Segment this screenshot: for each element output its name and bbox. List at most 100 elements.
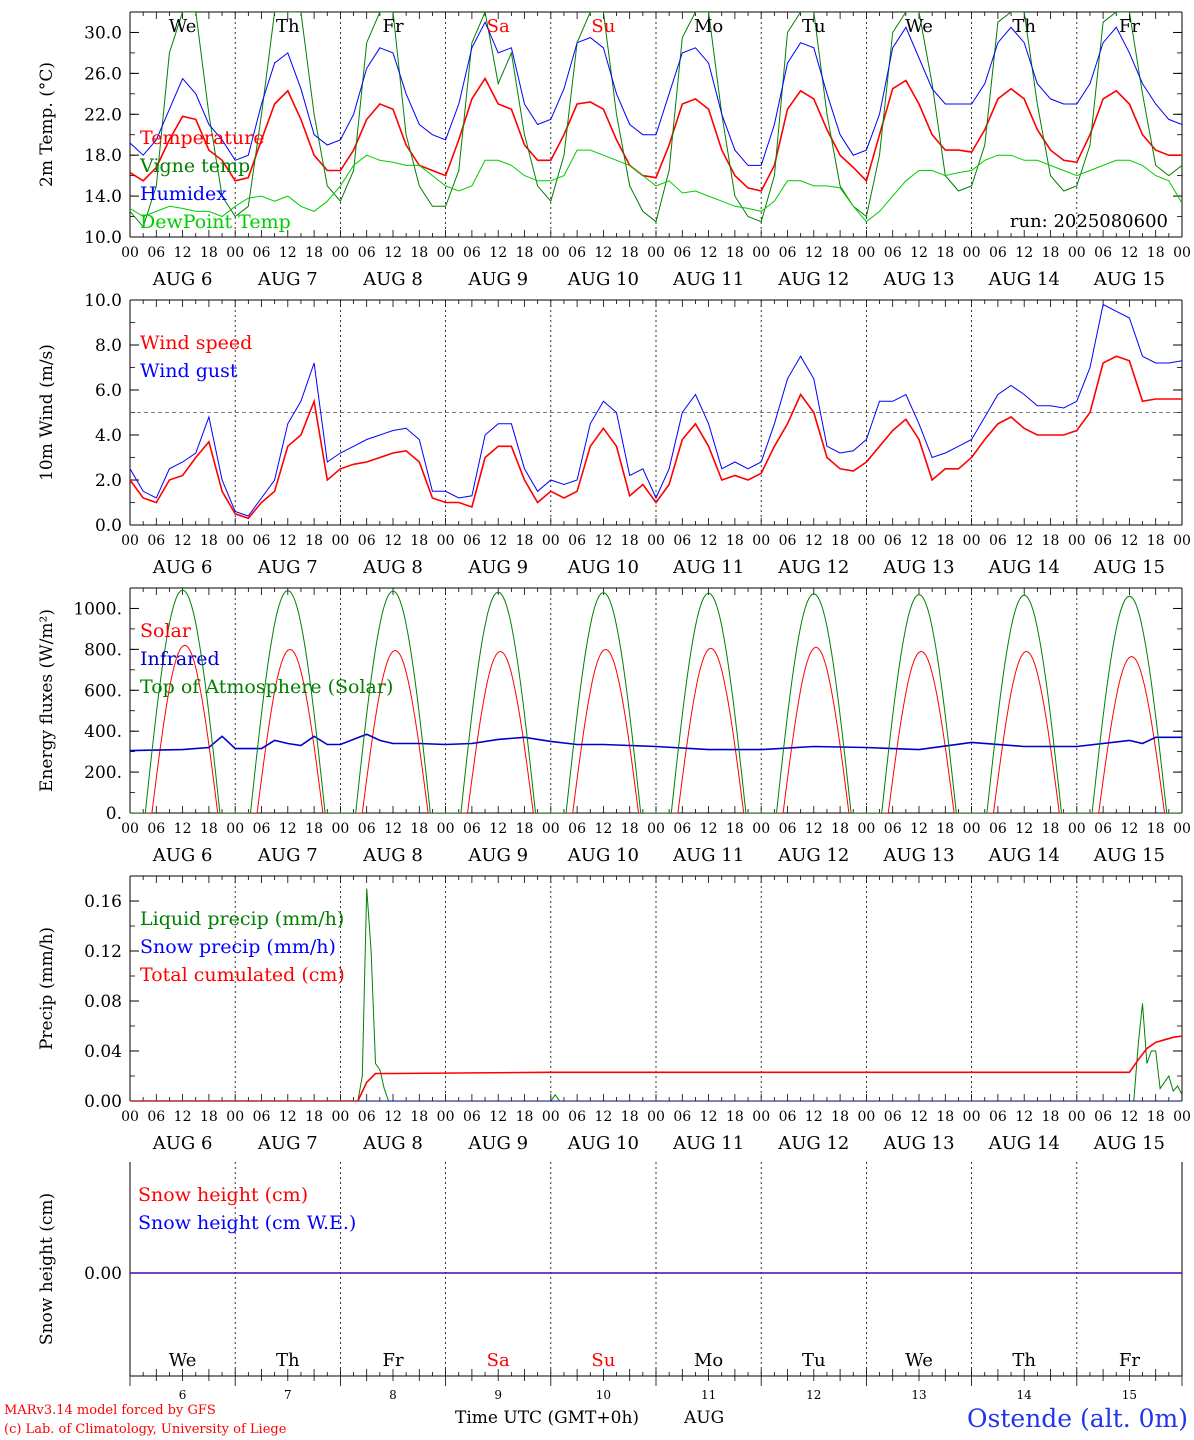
date-label: AUG 9 — [467, 269, 528, 290]
day-number-label: 11 — [701, 1388, 716, 1402]
legend-temperature: Temperature — [140, 127, 264, 149]
hour-tick-label: 18 — [936, 533, 954, 549]
hour-tick-label-end: 00 — [1173, 533, 1191, 549]
hour-tick-label: 06 — [463, 821, 481, 837]
hour-tick-label: 12 — [1015, 821, 1033, 837]
hour-tick-label: 12 — [174, 533, 192, 549]
day-number-label: 8 — [389, 1388, 397, 1402]
hour-tick-label: 18 — [516, 821, 534, 837]
hour-tick-label: 06 — [989, 821, 1007, 837]
hour-tick-label: 00 — [226, 1109, 244, 1125]
hour-tick-label: 18 — [200, 821, 218, 837]
hour-tick-label: 12 — [700, 533, 718, 549]
hour-tick-label: 06 — [463, 533, 481, 549]
hour-tick-label: 18 — [305, 245, 323, 261]
legend-infrared: Infrared — [140, 648, 220, 670]
hour-tick-label-end: 00 — [1173, 1109, 1191, 1125]
hour-tick-label: 12 — [805, 1109, 823, 1125]
hour-tick-label: 12 — [594, 533, 612, 549]
series-group — [130, 589, 1182, 813]
hour-tick-label: 12 — [384, 821, 402, 837]
date-label: AUG 10 — [567, 845, 639, 866]
weekday-label: Th — [1012, 16, 1036, 37]
y-tick-label: 6.0 — [95, 381, 122, 401]
date-label: AUG 12 — [777, 269, 849, 290]
hour-tick-label: 18 — [936, 1109, 954, 1125]
run-label: run: 2025080600 — [1010, 211, 1168, 232]
hour-tick-label: 06 — [568, 245, 586, 261]
hour-tick-label: 00 — [542, 245, 560, 261]
date-label: AUG 14 — [988, 269, 1060, 290]
hour-tick-label: 00 — [752, 821, 770, 837]
hour-tick-label: 00 — [1068, 1109, 1086, 1125]
weekday-label: Tu — [802, 16, 826, 37]
hour-tick-label: 18 — [516, 533, 534, 549]
hour-tick-label: 18 — [621, 821, 639, 837]
x-axis-label: Time UTC (GMT+0h) — [455, 1408, 639, 1428]
y-tick-label: 0.16 — [84, 892, 122, 912]
legend-snow_we: Snow height (cm W.E.) — [138, 1212, 356, 1234]
hour-tick-label: 00 — [331, 1109, 349, 1125]
hour-tick-label: 12 — [174, 1109, 192, 1125]
snow-panel-weekday: Fr — [1119, 1350, 1140, 1371]
date-label: AUG 13 — [882, 269, 954, 290]
hour-tick-label: 00 — [437, 821, 455, 837]
date-label: AUG 14 — [988, 1133, 1060, 1154]
series-line-toa — [130, 589, 1182, 813]
hour-tick-label: 00 — [226, 245, 244, 261]
hour-tick-label: 18 — [831, 245, 849, 261]
y-tick-label: 200. — [84, 763, 122, 783]
y-tick-label: 30.0 — [84, 23, 122, 43]
weekday-label: We — [169, 16, 197, 37]
hour-tick-label: 06 — [463, 1109, 481, 1125]
day-number-label: 14 — [1017, 1388, 1033, 1402]
hour-tick-label: 18 — [726, 245, 744, 261]
y-tick-label: 10.0 — [84, 228, 122, 248]
legend-vigne: Vigne temp — [139, 155, 250, 177]
hour-tick-label: 18 — [1147, 821, 1165, 837]
y-axis-title: 10m Wind (m/s) — [37, 344, 57, 481]
series-line-liquid — [130, 888, 1182, 1101]
date-label: AUG 10 — [567, 1133, 639, 1154]
hour-tick-label: 06 — [1094, 245, 1112, 261]
hour-tick-label: 12 — [594, 1109, 612, 1125]
hour-tick-label: 00 — [963, 821, 981, 837]
hour-tick-label: 12 — [594, 245, 612, 261]
legend-liquid: Liquid precip (mm/h) — [140, 908, 344, 930]
panel-2: 10.0 8.0 6.0 4.0 2.0 0.0 10m Wind (m/s) 00 06 12 1… — [37, 291, 1191, 578]
hour-tick-label: 18 — [831, 1109, 849, 1125]
y-tick-label: 4.0 — [95, 426, 122, 446]
panel-3: 1000. 800. 600. 400. 200. 0. Energy fluxes (W/… — [37, 587, 1191, 866]
y-axis-title: Precip (mm/h) — [37, 927, 57, 1050]
hour-tick-label: 12 — [805, 245, 823, 261]
hour-tick-label: 00 — [226, 533, 244, 549]
hour-tick-label: 00 — [121, 1109, 139, 1125]
date-label: AUG 15 — [1093, 269, 1165, 290]
series-line-dewpoint — [130, 149, 1182, 223]
legend-dewpoint: DewPoint Temp — [140, 211, 291, 233]
date-label: AUG 8 — [362, 269, 423, 290]
legend-toa: Top of Atmosphere (Solar) — [140, 676, 393, 698]
hour-tick-label: 18 — [726, 533, 744, 549]
hour-tick-label: 00 — [963, 245, 981, 261]
hour-tick-label: 18 — [1042, 1109, 1060, 1125]
hour-tick-label: 18 — [200, 533, 218, 549]
hour-tick-label: 06 — [989, 533, 1007, 549]
hour-tick-label: 18 — [726, 821, 744, 837]
y-tick-label: 0.04 — [84, 1042, 122, 1062]
hour-tick-label: 18 — [621, 1109, 639, 1125]
hour-tick-label: 06 — [1094, 821, 1112, 837]
hour-tick-label: 18 — [726, 1109, 744, 1125]
hour-tick-label: 06 — [253, 821, 271, 837]
y-tick-label: 18.0 — [84, 146, 122, 166]
hour-tick-label: 12 — [1120, 245, 1138, 261]
hour-tick-label: 06 — [673, 821, 691, 837]
hour-tick-label: 00 — [121, 245, 139, 261]
day-number-label: 6 — [179, 1388, 187, 1402]
hour-tick-label: 06 — [358, 533, 376, 549]
date-label: AUG 13 — [882, 845, 954, 866]
day-number-label: 7 — [284, 1388, 292, 1402]
y-tick-label: 10.0 — [84, 291, 122, 311]
hour-tick-label: 00 — [963, 533, 981, 549]
